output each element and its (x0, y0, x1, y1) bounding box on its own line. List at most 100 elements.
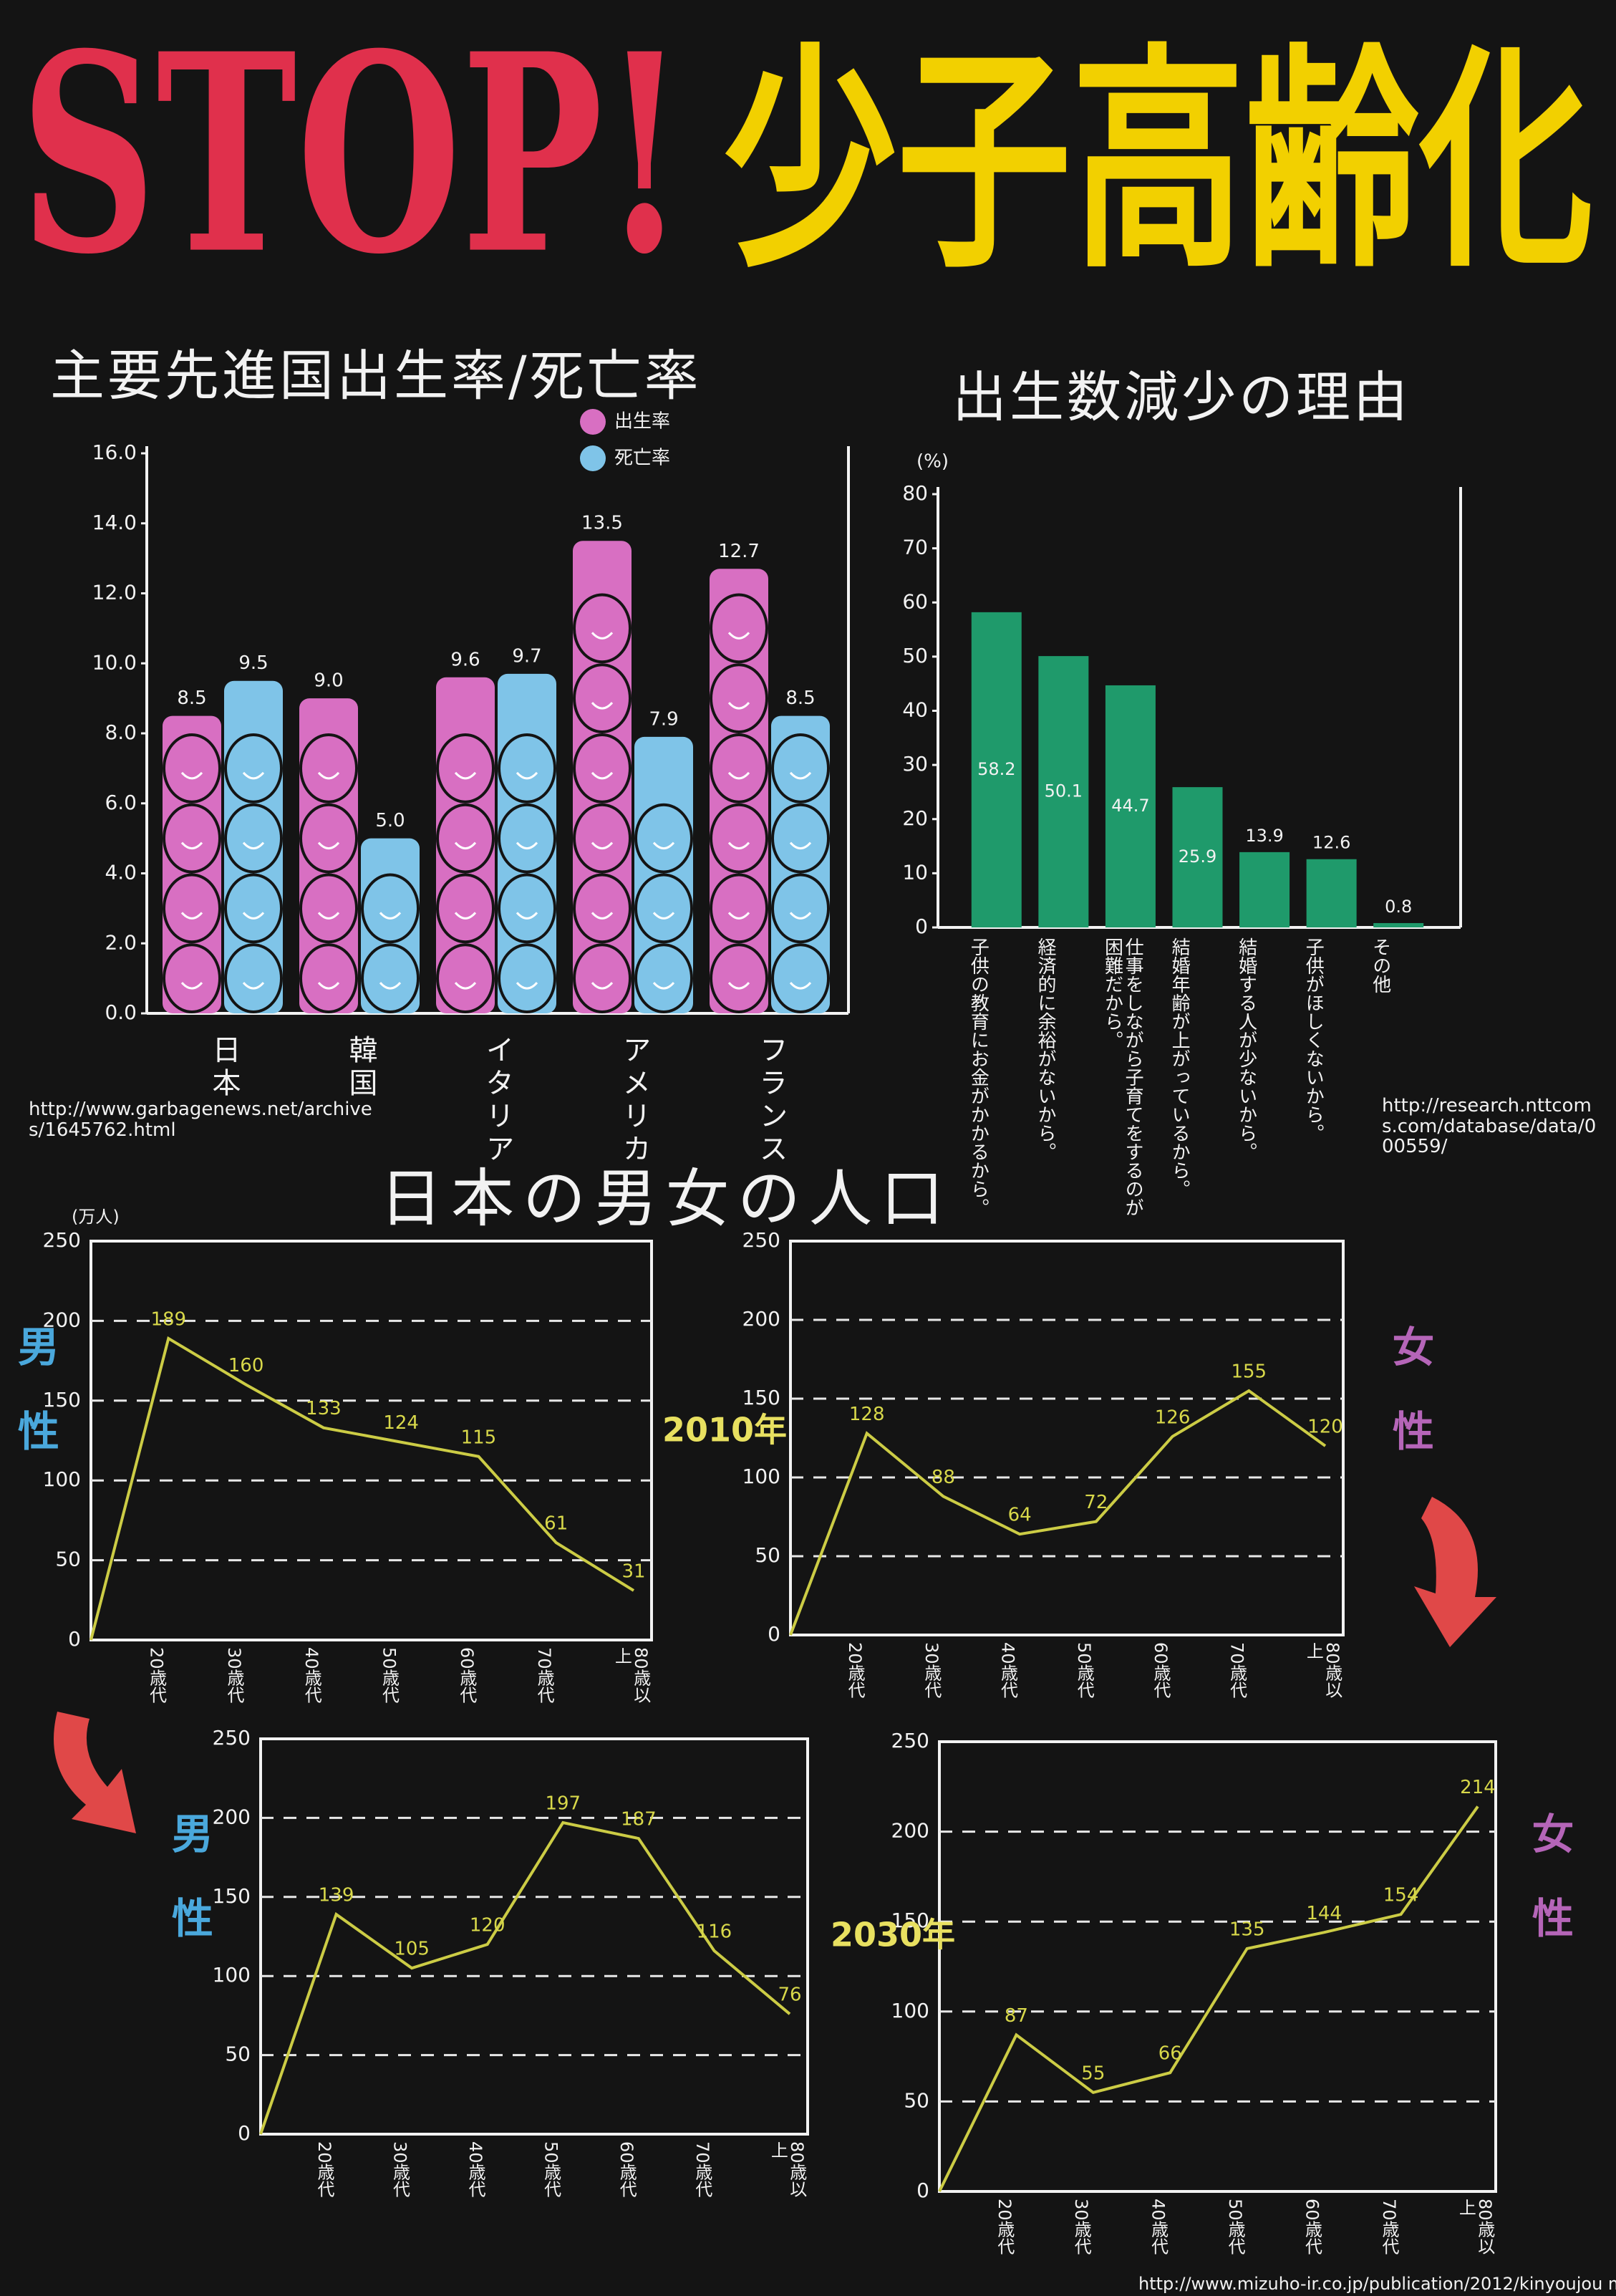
x-tick-label-box: 50歳代 (379, 1647, 400, 1704)
data-label: 155 (1231, 1361, 1267, 1383)
source-box: http://research.nttcoms.com/database/dat… (1382, 1096, 1596, 1157)
x-tick-label-box: 結婚する人が少ないから。 (1236, 937, 1257, 1161)
y-tick-label: 14.0 (92, 511, 137, 534)
arrow (1414, 1497, 1496, 1647)
data-label: 7.9 (649, 708, 678, 730)
y-tick-label: 50 (225, 2042, 251, 2066)
y-tick-label: 12.0 (92, 581, 137, 604)
y-tick-label: 10 (902, 860, 928, 884)
data-label: 64 (1008, 1505, 1032, 1526)
bar-smile (591, 771, 614, 780)
x-tick-label: 30歳代 (224, 1647, 244, 1704)
bar (771, 715, 830, 1013)
data-label: 12.7 (718, 541, 760, 562)
x-tick-label-box: 50歳代 (1075, 1642, 1094, 1699)
y-tick-label: 50 (902, 644, 928, 667)
data-label: 8.5 (177, 688, 206, 709)
y-tick-label: 250 (891, 1729, 929, 1752)
bar-face (710, 943, 768, 1013)
y-tick-label: 200 (742, 1307, 780, 1331)
bar-face (498, 733, 556, 804)
bar-face (436, 803, 495, 874)
bar-smile (317, 771, 340, 780)
bar-smile (180, 841, 203, 850)
bar-smile (180, 771, 203, 780)
chart-title: 出生数減少の理由 (952, 365, 1411, 429)
x-tick-label-box: 40歳代 (465, 2141, 486, 2198)
x-tick-label: 韓国 (344, 1035, 377, 1101)
data-label: 133 (306, 1398, 342, 1419)
x-tick-label-box: 80歳以上 (1304, 1642, 1342, 1699)
bar-face (710, 663, 768, 733)
bar-smile (454, 841, 477, 850)
population-title: 日本の男女の人口 (379, 1162, 952, 1235)
y-tick-label: 0 (68, 1627, 81, 1651)
bar-smile (516, 982, 538, 990)
y-tick-label: 2.0 (105, 930, 137, 954)
x-tick-label: 40歳代 (998, 1642, 1018, 1699)
x-tick-label-box: 60歳代 (457, 1647, 476, 1704)
data-label: 9.0 (314, 670, 343, 692)
bar-face (224, 803, 283, 874)
title-ja: 少子高齢化 (723, 24, 1593, 299)
x-tick-label: イタリア (481, 1035, 514, 1167)
x-tick-label-box: 60歳代 (1302, 2199, 1322, 2255)
bar-smile (516, 771, 538, 780)
bar-face (163, 873, 221, 944)
bar-smile (591, 632, 614, 640)
bar-face (573, 593, 632, 664)
bar-smile (454, 771, 477, 780)
bar (299, 698, 358, 1013)
x-tick-label-box: 30歳代 (1072, 2199, 1091, 2255)
bar (498, 673, 556, 1013)
x-tick-label: 80歳以上 (1304, 1642, 1342, 1699)
x-tick-label-box: 40歳代 (998, 1642, 1018, 1699)
data-label: 5.0 (375, 810, 405, 831)
x-tick-label-box: 結婚年齢が上がっているから。 (1169, 937, 1191, 1198)
bar-smile (317, 982, 340, 990)
x-tick-label: 40歳代 (465, 2141, 486, 2198)
bar-face (573, 943, 632, 1013)
bar-smile (591, 841, 614, 850)
x-tick-label-box: 20歳代 (147, 1647, 166, 1704)
x-tick-label-box: 80歳以上 (1456, 2199, 1495, 2255)
bar-smile (652, 912, 675, 920)
data-label: 120 (1307, 1417, 1343, 1438)
x-tick-label-box: 40歳代 (302, 1647, 321, 1704)
x-tick-label-box: 50歳代 (541, 2141, 561, 2198)
bar-smile (317, 912, 340, 920)
bar (1306, 859, 1357, 927)
data-label: 8.5 (785, 688, 815, 709)
y-tick-label: 80 (902, 481, 928, 505)
series-label: 女性 (1385, 1325, 1434, 1494)
x-tick-label: 70歳代 (1379, 2199, 1399, 2255)
bar-smile (180, 982, 203, 990)
x-tick-label: 50歳代 (379, 1647, 400, 1704)
x-tick-label: フランス (755, 1035, 788, 1167)
y-tick-label: 250 (213, 1726, 251, 1750)
bar-face (634, 873, 693, 944)
data-label: 197 (545, 1793, 581, 1815)
x-tick-label: 60歳代 (1151, 1642, 1171, 1699)
y-tick-label: 150 (43, 1388, 81, 1412)
arrow (54, 1712, 136, 1833)
bar-smile (652, 982, 675, 990)
plot-frame (89, 1240, 653, 1641)
bar-smile (242, 912, 265, 920)
bar-smile (379, 982, 402, 990)
bar-face (634, 943, 693, 1013)
bar-smile (727, 912, 750, 920)
x-tick-label: アメリカ (618, 1035, 651, 1167)
data-label: 189 (150, 1308, 186, 1330)
y-tick-label: 200 (213, 1805, 251, 1828)
y-tick-label: 0 (915, 915, 928, 938)
bar-face (771, 873, 830, 944)
data-label: 160 (228, 1355, 264, 1376)
legend-label: 出生率 (614, 411, 670, 433)
data-label: 187 (621, 1809, 657, 1830)
bar-smile (727, 841, 750, 850)
data-label: 116 (697, 1921, 732, 1942)
y-tick-label: 0.0 (105, 1000, 137, 1024)
data-label: 31 (621, 1561, 645, 1582)
